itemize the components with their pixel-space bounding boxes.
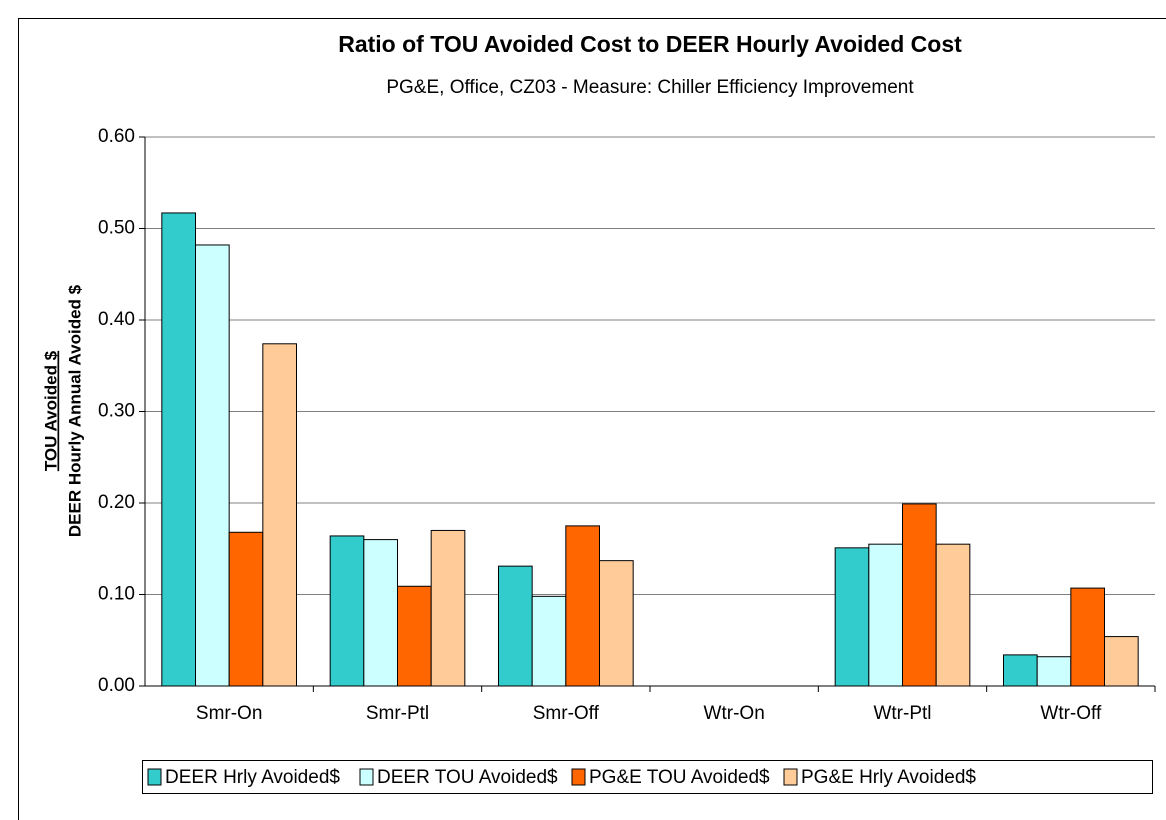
legend-swatch [571,768,586,786]
bar [363,539,399,687]
y-tick-label: 0.10 [98,584,135,605]
legend [142,760,1153,794]
chart-title: Ratio of TOU Avoided Cost to DEER Hourly… [338,31,962,57]
x-tick-label: Smr-Off [533,703,600,724]
x-tick-label: Wtr-Ptl [873,703,931,724]
bar [1003,654,1038,687]
legend-label: DEER TOU Avoided$ [377,767,558,788]
y-tick-label: 0.60 [98,126,135,147]
legend-swatch [783,768,798,786]
bar [262,343,298,687]
y-tick-label: 0.20 [98,492,135,513]
legend-swatch [147,768,162,786]
bar [329,535,365,687]
bar [1036,656,1072,687]
x-tick-label: Smr-Ptl [366,703,429,724]
bar [599,560,634,687]
y-tick-label: 0.50 [98,218,135,239]
bar [1104,636,1139,687]
bar [195,244,230,687]
bar [868,543,903,687]
y-tick-label: 0.30 [98,401,135,422]
bar [430,529,466,687]
x-tick-label: Wtr-Off [1040,703,1102,724]
bar [565,525,600,687]
y-axis-label: DEER Hourly Annual Avoided $ [65,284,84,537]
legend-label: PG&E Hrly Avoided$ [801,767,976,788]
bar [935,543,971,687]
y-tick-label: 0.00 [98,675,135,696]
legend-swatch [359,768,374,786]
y-axis-label: TOU Avoided $ [41,350,60,471]
bar [397,585,432,687]
x-tick-label: Smr-On [196,703,263,724]
chart-subtitle: PG&E, Office, CZ03 - Measure: Chiller Ef… [386,77,914,98]
legend-label: PG&E TOU Avoided$ [589,767,770,788]
y-tick-label: 0.40 [98,309,135,330]
bar [1070,587,1106,687]
bar [161,212,196,687]
x-tick-label: Wtr-On [704,703,765,724]
bar [531,595,567,687]
bar [834,547,870,687]
legend-label: DEER Hrly Avoided$ [165,767,340,788]
bar [902,503,937,687]
bar [228,531,264,687]
bar [498,565,533,687]
